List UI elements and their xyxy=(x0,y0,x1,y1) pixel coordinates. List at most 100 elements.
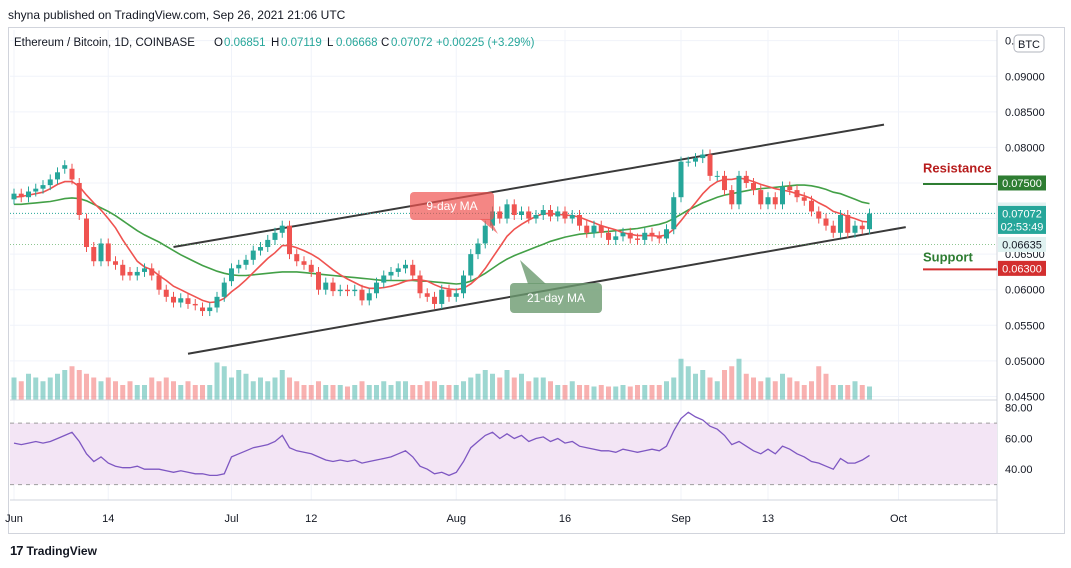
rsi-line xyxy=(13,411,870,477)
volume-bar xyxy=(787,377,793,400)
volume-bar xyxy=(18,381,24,400)
resistance-label: Resistance xyxy=(923,160,992,175)
candle-body xyxy=(345,289,350,292)
ma21-callout-box xyxy=(510,283,602,313)
volume-bar xyxy=(91,377,97,400)
candle-body xyxy=(751,182,756,191)
candle-body xyxy=(374,282,379,294)
volume-bar xyxy=(714,381,720,400)
candle-body xyxy=(69,168,75,180)
volume-bar xyxy=(801,385,807,400)
volume-bar xyxy=(845,385,851,400)
time-tick-label: 13 xyxy=(762,513,774,525)
volume-bar xyxy=(540,377,546,400)
candle-body xyxy=(598,225,604,233)
candle-body xyxy=(352,289,358,292)
candle-body xyxy=(410,264,416,276)
volume-bar xyxy=(69,366,75,400)
time-tick-label: 16 xyxy=(559,513,571,525)
volume-bar xyxy=(794,381,800,400)
candle-body xyxy=(765,197,771,205)
candle-body xyxy=(707,154,713,176)
volume-bar xyxy=(743,373,749,400)
volume-bar xyxy=(410,385,416,400)
ohlc-h-label: H xyxy=(271,37,279,49)
volume-bar xyxy=(664,381,669,400)
candle-body xyxy=(830,225,836,233)
volume-bar xyxy=(381,381,387,400)
candle-body xyxy=(504,204,510,219)
candle-body xyxy=(287,225,292,255)
volume-bar xyxy=(163,377,169,400)
volume-bar xyxy=(685,366,691,400)
volume-bar xyxy=(627,386,633,400)
candle-body xyxy=(722,175,727,191)
volume-bar xyxy=(113,381,118,400)
candle-body xyxy=(432,296,437,304)
candle-body xyxy=(772,197,778,205)
volume-bar xyxy=(207,385,213,400)
volume-bar xyxy=(678,358,684,400)
candle-body xyxy=(214,296,220,308)
candle-body xyxy=(852,225,858,233)
volume-bar xyxy=(395,381,401,400)
volume-bar xyxy=(105,377,111,400)
volume-bar xyxy=(352,385,358,400)
volume-bar xyxy=(591,386,597,400)
price-tick-label: 0.08500 xyxy=(1005,107,1045,119)
volume-bar xyxy=(562,385,568,400)
candle-body xyxy=(656,236,662,239)
volume-bar xyxy=(301,385,307,400)
candle-body xyxy=(519,211,524,215)
volume-bar xyxy=(47,377,53,400)
candle-body xyxy=(207,307,213,312)
volume-bar xyxy=(830,385,836,400)
volume-bar xyxy=(649,385,655,400)
volume-bar xyxy=(316,381,321,400)
volume-bar xyxy=(751,377,756,400)
volume-bar xyxy=(258,377,263,400)
rsi-band xyxy=(10,423,997,485)
price-tick-label: 0.09000 xyxy=(1005,71,1045,83)
volume-bar xyxy=(598,385,604,400)
volume-bar xyxy=(388,385,394,400)
candle-body xyxy=(584,225,590,233)
volume-bar xyxy=(330,385,336,400)
currency-badge[interactable]: BTC xyxy=(1013,34,1045,53)
volume-bar xyxy=(555,385,561,400)
candle-body xyxy=(18,193,24,198)
volume-bar xyxy=(366,385,372,400)
candle-body xyxy=(55,172,60,180)
time-tick-label: Oct xyxy=(890,513,907,525)
candle-body xyxy=(787,186,793,191)
volume-bar xyxy=(823,373,829,400)
volume-bar xyxy=(33,377,39,400)
candle-body xyxy=(192,303,198,306)
volume-bar xyxy=(620,385,626,400)
candle-body xyxy=(482,225,488,244)
volume-bar xyxy=(337,385,343,400)
ohlc-change: +0.00225 (+3.29%) xyxy=(436,37,535,49)
candle-body xyxy=(736,175,742,205)
candle-body xyxy=(446,289,452,297)
publisher-line: shyna published on TradingView.com, Sep … xyxy=(8,8,346,22)
time-tick-label: Jun xyxy=(5,513,23,525)
volume-bar xyxy=(272,377,278,400)
time-tick-label: Sep xyxy=(671,513,691,525)
candle-body xyxy=(758,190,764,205)
volume-bar xyxy=(62,370,68,400)
volume-bar xyxy=(323,385,329,400)
candle-body xyxy=(548,210,553,217)
volume-bar xyxy=(279,370,285,400)
volume-bar xyxy=(156,381,162,400)
volume-bar xyxy=(758,381,764,400)
currency-badge-box xyxy=(1013,34,1045,53)
candle-body xyxy=(149,268,155,276)
candle-body xyxy=(395,268,401,272)
volume-bar xyxy=(127,381,133,400)
volume-bar xyxy=(134,385,140,400)
volume-bar xyxy=(229,377,234,400)
candle-body xyxy=(823,218,829,226)
candle-body xyxy=(40,185,46,189)
